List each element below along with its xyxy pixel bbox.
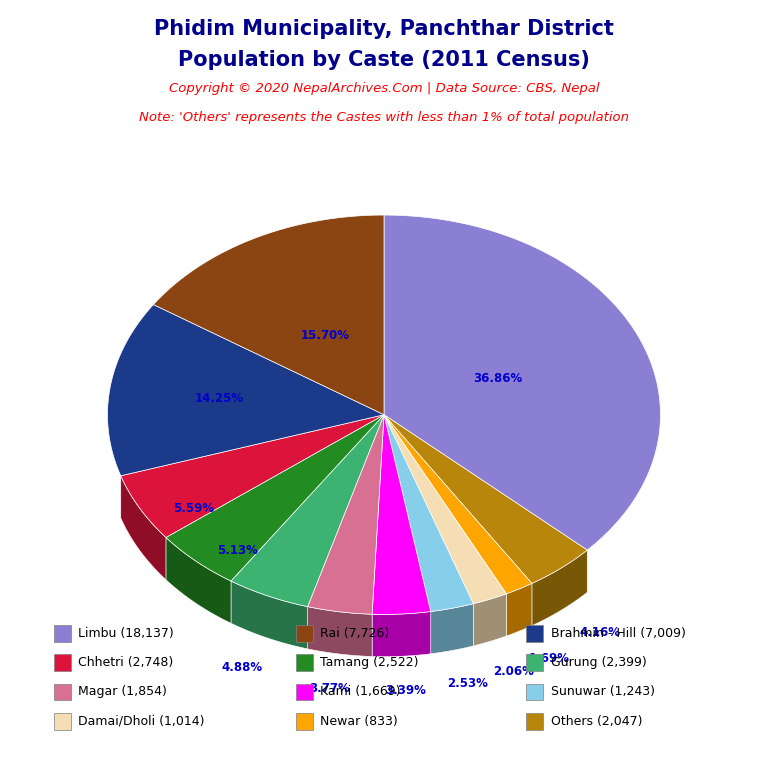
PathPatch shape xyxy=(384,415,506,604)
Text: 4.16%: 4.16% xyxy=(580,626,621,639)
PathPatch shape xyxy=(506,584,532,636)
PathPatch shape xyxy=(384,215,660,550)
PathPatch shape xyxy=(532,550,588,626)
PathPatch shape xyxy=(166,538,231,624)
Text: 5.13%: 5.13% xyxy=(217,544,258,557)
Text: 3.39%: 3.39% xyxy=(385,684,425,697)
PathPatch shape xyxy=(384,415,588,584)
Text: Kami (1,669): Kami (1,669) xyxy=(320,686,401,698)
PathPatch shape xyxy=(473,594,506,646)
Text: 36.86%: 36.86% xyxy=(473,372,522,386)
PathPatch shape xyxy=(154,215,384,415)
PathPatch shape xyxy=(308,415,384,614)
Text: Phidim Municipality, Panchthar District: Phidim Municipality, Panchthar District xyxy=(154,19,614,39)
Text: Newar (833): Newar (833) xyxy=(320,715,398,727)
PathPatch shape xyxy=(372,415,431,614)
PathPatch shape xyxy=(231,581,308,649)
PathPatch shape xyxy=(384,415,532,594)
Text: Sunuwar (1,243): Sunuwar (1,243) xyxy=(551,686,654,698)
PathPatch shape xyxy=(108,305,384,476)
Text: Others (2,047): Others (2,047) xyxy=(551,715,642,727)
Text: Rai (7,726): Rai (7,726) xyxy=(320,627,389,640)
PathPatch shape xyxy=(166,415,384,581)
Text: Copyright © 2020 NepalArchives.Com | Data Source: CBS, Nepal: Copyright © 2020 NepalArchives.Com | Dat… xyxy=(169,82,599,95)
Text: 5.59%: 5.59% xyxy=(173,502,214,515)
Text: Gurung (2,399): Gurung (2,399) xyxy=(551,657,647,669)
Text: Magar (1,854): Magar (1,854) xyxy=(78,686,167,698)
PathPatch shape xyxy=(372,611,431,657)
Text: 15.70%: 15.70% xyxy=(300,329,349,342)
PathPatch shape xyxy=(431,604,473,654)
PathPatch shape xyxy=(231,415,384,607)
PathPatch shape xyxy=(121,415,384,538)
PathPatch shape xyxy=(308,607,372,657)
Text: Population by Caste (2011 Census): Population by Caste (2011 Census) xyxy=(178,50,590,70)
Text: 1.69%: 1.69% xyxy=(528,652,570,665)
Text: Limbu (18,137): Limbu (18,137) xyxy=(78,627,174,640)
Text: 2.06%: 2.06% xyxy=(493,665,534,678)
Text: 4.88%: 4.88% xyxy=(222,661,263,674)
PathPatch shape xyxy=(121,476,166,580)
Text: 14.25%: 14.25% xyxy=(195,392,244,405)
Text: Note: 'Others' represents the Castes with less than 1% of total population: Note: 'Others' represents the Castes wit… xyxy=(139,111,629,124)
PathPatch shape xyxy=(384,415,473,611)
Text: Brahmin - Hill (7,009): Brahmin - Hill (7,009) xyxy=(551,627,686,640)
Text: Tamang (2,522): Tamang (2,522) xyxy=(320,657,419,669)
Text: Damai/Dholi (1,014): Damai/Dholi (1,014) xyxy=(78,715,205,727)
Text: 3.77%: 3.77% xyxy=(310,682,350,694)
Text: Chhetri (2,748): Chhetri (2,748) xyxy=(78,657,174,669)
Text: 2.53%: 2.53% xyxy=(447,677,488,690)
